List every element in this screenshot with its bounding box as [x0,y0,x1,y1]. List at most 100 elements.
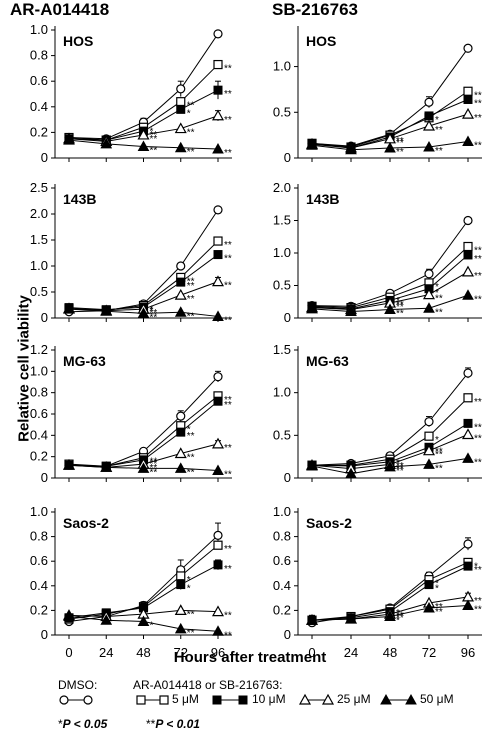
legend-25-marker-b [321,693,335,705]
data-point [463,539,473,549]
significance-label: ** [150,467,158,478]
data-point [176,277,186,287]
significance-label: ** [474,294,482,305]
data-point [213,396,223,406]
y-tick-label: 0 [41,627,48,642]
significance-label: ** [150,130,158,141]
significance-label: ** [187,311,195,322]
significance-label: ** [396,309,404,320]
y-tick-label: 0 [41,150,48,165]
significance-label: ** [474,433,482,444]
legend-dmso-marker-b [83,695,93,705]
data-point [176,580,186,590]
y-tick-label: 0.4 [273,578,291,593]
significance-label: ** [396,299,404,310]
significance-label: * [435,584,439,595]
significance-label: ** [224,611,232,622]
data-point [100,305,113,316]
data-point [137,307,150,318]
y-tick-label: 0 [284,310,291,325]
significance-label: ** [435,307,443,318]
legend-p1-symbol: * [58,717,63,731]
data-point [176,261,186,271]
significance-label: ** [435,146,443,157]
y-tick-label: 0.6 [30,73,48,88]
legend-p2: **P < 0.01 [146,717,200,731]
significance-label: ** [474,271,482,282]
significance-label: ** [435,607,443,618]
data-point [211,605,225,617]
significance-label: ** [474,246,482,257]
significance-label: ** [187,128,195,139]
significance-label: * [396,616,400,627]
significance-label: ** [435,446,443,457]
data-point [176,411,186,421]
significance-label: * [187,425,191,436]
legend-p2-symbol: ** [146,717,156,731]
panel-title: 143B [63,191,96,207]
data-point [174,306,187,317]
significance-label: ** [187,452,195,463]
significance-label: ** [187,147,195,158]
significance-label: ** [187,294,195,305]
x-tick-label: 96 [461,645,475,660]
y-tick-label: 0.4 [30,99,48,114]
significance-label: ** [396,302,404,313]
significance-label: ** [435,125,443,136]
data-point [422,119,436,131]
legend-drug-label: AR-A014418 or SB-216763: [133,678,283,692]
significance-label: ** [474,254,482,265]
data-point [174,604,187,616]
data-point [345,305,357,316]
data-point [306,460,318,471]
significance-label: ** [187,281,195,292]
panel-title: HOS [63,33,93,49]
data-point [463,94,473,104]
significance-label: * [396,458,400,469]
data-point [213,85,223,95]
data-point [213,29,223,39]
significance-label: ** [435,463,443,474]
data-point [384,141,396,153]
data-point [174,622,187,634]
y-tick-label: 0.2 [273,602,291,617]
significance-label: ** [224,564,232,575]
significance-label: ** [224,64,232,75]
x-tick-label: 72 [174,645,188,660]
data-point [423,302,435,313]
y-tick-label: 0.2 [30,124,48,139]
data-point [212,143,224,154]
data-point [213,372,223,382]
significance-label: * [474,561,478,572]
data-point [424,417,434,427]
data-point [424,97,434,107]
legend-dmso-marker-a [59,695,69,705]
data-point [211,109,225,121]
y-tick-label: 0.8 [30,529,48,544]
y-tick-label: 2.0 [30,206,48,221]
legend-conc-50: 50 μM [420,692,454,706]
y-tick-label: 1.0 [273,385,291,400]
y-tick-label: 1.5 [30,232,48,247]
y-tick-label: 0.2 [30,449,48,464]
data-point [176,84,186,94]
data-point [176,104,186,114]
significance-label: ** [224,281,232,292]
x-tick-label: 72 [422,645,436,660]
x-tick-label: 96 [211,645,225,660]
significance-label: ** [150,134,158,145]
data-point [461,265,475,277]
data-point [463,368,473,378]
data-point [174,462,187,473]
data-point [174,288,187,300]
y-tick-label: 0.5 [30,284,48,299]
y-tick-label: 0.4 [30,578,48,593]
significance-label: ** [224,89,232,100]
panel-title: 143B [306,191,339,207]
data-point [461,428,475,440]
significance-label: * [150,126,154,137]
data-point [463,43,473,53]
x-tick-label: 0 [308,645,315,660]
data-point [211,437,225,449]
